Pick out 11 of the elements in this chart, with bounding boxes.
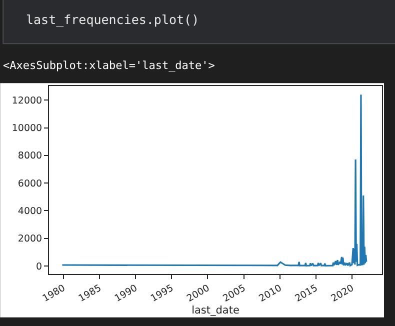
y-tick-label: 2000 [18, 234, 42, 245]
y-tick-label: 10000 [12, 123, 42, 134]
line-series [61, 94, 368, 267]
y-tick-label: 6000 [18, 178, 42, 190]
x-axis-title: last_date [192, 304, 240, 316]
y-tick-label: 12000 [12, 95, 42, 106]
y-tick-label: 4000 [18, 206, 42, 218]
y-tick-label: 0 [36, 261, 42, 272]
text: <AxesSubplot:xlabel='last_date'> [3, 59, 216, 72]
y-tick-label: 8000 [18, 150, 42, 162]
text: last_frequencies.plot() [26, 12, 200, 27]
